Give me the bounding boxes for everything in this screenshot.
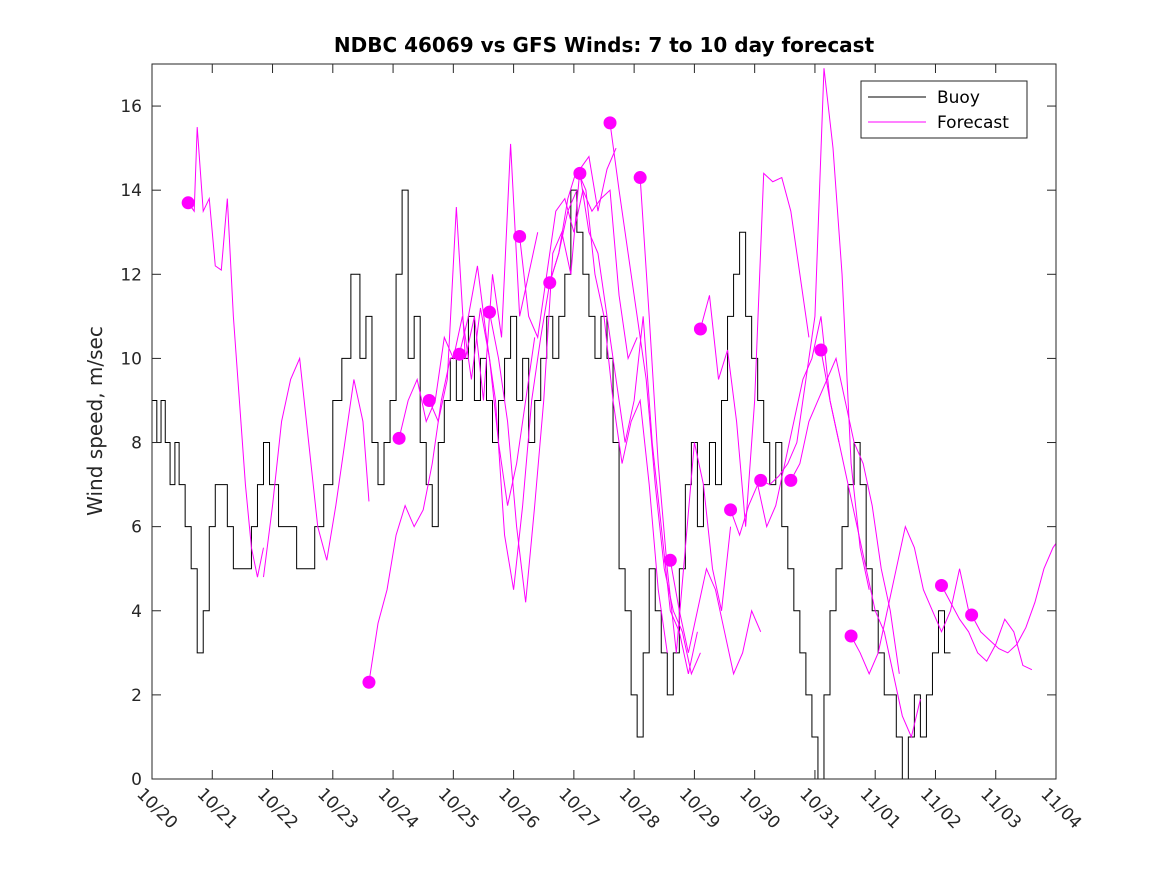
legend-label-buoy: Buoy bbox=[937, 88, 980, 108]
forecast-marker bbox=[784, 473, 798, 487]
series-forecast-18 bbox=[820, 349, 921, 739]
series-buoy bbox=[152, 189, 951, 779]
series-forecast-2 bbox=[262, 356, 370, 578]
forecast-marker bbox=[181, 196, 195, 210]
forecast-marker bbox=[814, 343, 828, 357]
forecast-marker bbox=[603, 116, 617, 130]
legend-box bbox=[860, 80, 1028, 139]
series-forecast-12 bbox=[639, 177, 732, 653]
series-forecast-1 bbox=[187, 127, 264, 578]
series-forecast-19 bbox=[850, 525, 970, 676]
forecast-marker bbox=[482, 305, 496, 319]
series-forecast-17 bbox=[790, 356, 900, 674]
series-forecast-15 bbox=[730, 316, 840, 537]
forecast-marker bbox=[844, 629, 858, 643]
y-tick-label: 4 bbox=[131, 602, 142, 622]
y-tick-label: 8 bbox=[131, 434, 142, 454]
forecast-marker bbox=[573, 166, 587, 180]
series-forecast-7 bbox=[489, 147, 617, 603]
forecast-marker bbox=[693, 322, 707, 336]
forecast-marker bbox=[724, 503, 738, 517]
y-tick-label: 16 bbox=[120, 97, 142, 117]
legend-label-forecast: Forecast bbox=[937, 113, 1009, 133]
y-tick-label: 14 bbox=[120, 181, 142, 201]
series-forecast-11 bbox=[609, 122, 701, 676]
forecast-marker bbox=[392, 431, 406, 445]
y-tick-label: 0 bbox=[131, 770, 142, 790]
series-forecast-21 bbox=[971, 543, 1056, 654]
chart-title: NDBC 46069 vs GFS Winds: 7 to 10 day for… bbox=[334, 33, 875, 57]
forecast-marker bbox=[543, 276, 557, 290]
forecast-marker bbox=[452, 347, 466, 361]
forecast-marker bbox=[663, 553, 677, 567]
forecast-marker bbox=[934, 579, 948, 593]
y-tick-label: 10 bbox=[120, 349, 142, 369]
series-forecast-8 bbox=[519, 188, 638, 361]
legend: Buoy Forecast bbox=[860, 80, 1028, 139]
series-forecast-5 bbox=[428, 143, 539, 424]
plot-lines bbox=[152, 68, 1056, 779]
axes-box bbox=[151, 63, 1057, 780]
plot-markers bbox=[181, 116, 979, 689]
series-forecast-9 bbox=[549, 167, 668, 653]
series-forecast-16 bbox=[760, 68, 870, 590]
series-forecast-4 bbox=[398, 307, 536, 506]
series-forecast-14 bbox=[699, 172, 810, 527]
y-tick-label: 2 bbox=[131, 686, 142, 706]
forecast-marker bbox=[754, 473, 768, 487]
forecast-marker bbox=[362, 675, 376, 689]
forecast-marker bbox=[422, 393, 436, 407]
series-forecast-13 bbox=[669, 560, 762, 676]
y-axis-label: Wind speed, m/sec bbox=[83, 326, 107, 516]
series-forecast-3 bbox=[368, 353, 460, 683]
series-forecast-10 bbox=[579, 173, 698, 674]
forecast-marker bbox=[965, 608, 979, 622]
forecast-marker bbox=[633, 171, 647, 185]
forecast-marker bbox=[513, 229, 527, 243]
y-tick-label: 6 bbox=[131, 518, 142, 538]
series-forecast-20 bbox=[941, 585, 1033, 671]
y-tick-label: 12 bbox=[120, 265, 142, 285]
